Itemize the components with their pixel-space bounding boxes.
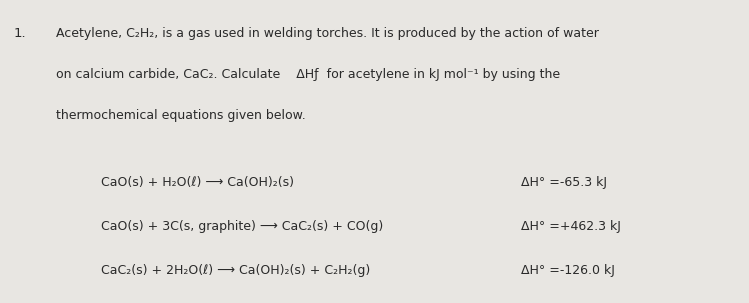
- Text: CaC₂(s) + 2H₂O(ℓ) ⟶ Ca(OH)₂(s) + C₂H₂(g): CaC₂(s) + 2H₂O(ℓ) ⟶ Ca(OH)₂(s) + C₂H₂(g): [101, 264, 370, 277]
- Text: CaO(s) + 3C(s, graphite) ⟶ CaC₂(s) + CO(g): CaO(s) + 3C(s, graphite) ⟶ CaC₂(s) + CO(…: [101, 220, 383, 233]
- Text: Acetylene, C₂H₂, is a gas used in welding torches. It is produced by the action : Acetylene, C₂H₂, is a gas used in weldin…: [56, 27, 599, 40]
- Text: ΔH° =-65.3 kJ: ΔH° =-65.3 kJ: [521, 176, 607, 189]
- Text: ΔH° =-126.0 kJ: ΔH° =-126.0 kJ: [521, 264, 614, 277]
- Text: on calcium carbide, CaC₂. Calculate    ΔHƒ  for acetylene in kJ mol⁻¹ by using t: on calcium carbide, CaC₂. Calculate ΔHƒ …: [56, 68, 560, 81]
- Text: 1.: 1.: [13, 27, 26, 40]
- Text: CaO(s) + H₂O(ℓ) ⟶ Ca(OH)₂(s): CaO(s) + H₂O(ℓ) ⟶ Ca(OH)₂(s): [101, 176, 294, 189]
- Text: ΔH° =+462.3 kJ: ΔH° =+462.3 kJ: [521, 220, 620, 233]
- Text: thermochemical equations given below.: thermochemical equations given below.: [56, 109, 306, 122]
